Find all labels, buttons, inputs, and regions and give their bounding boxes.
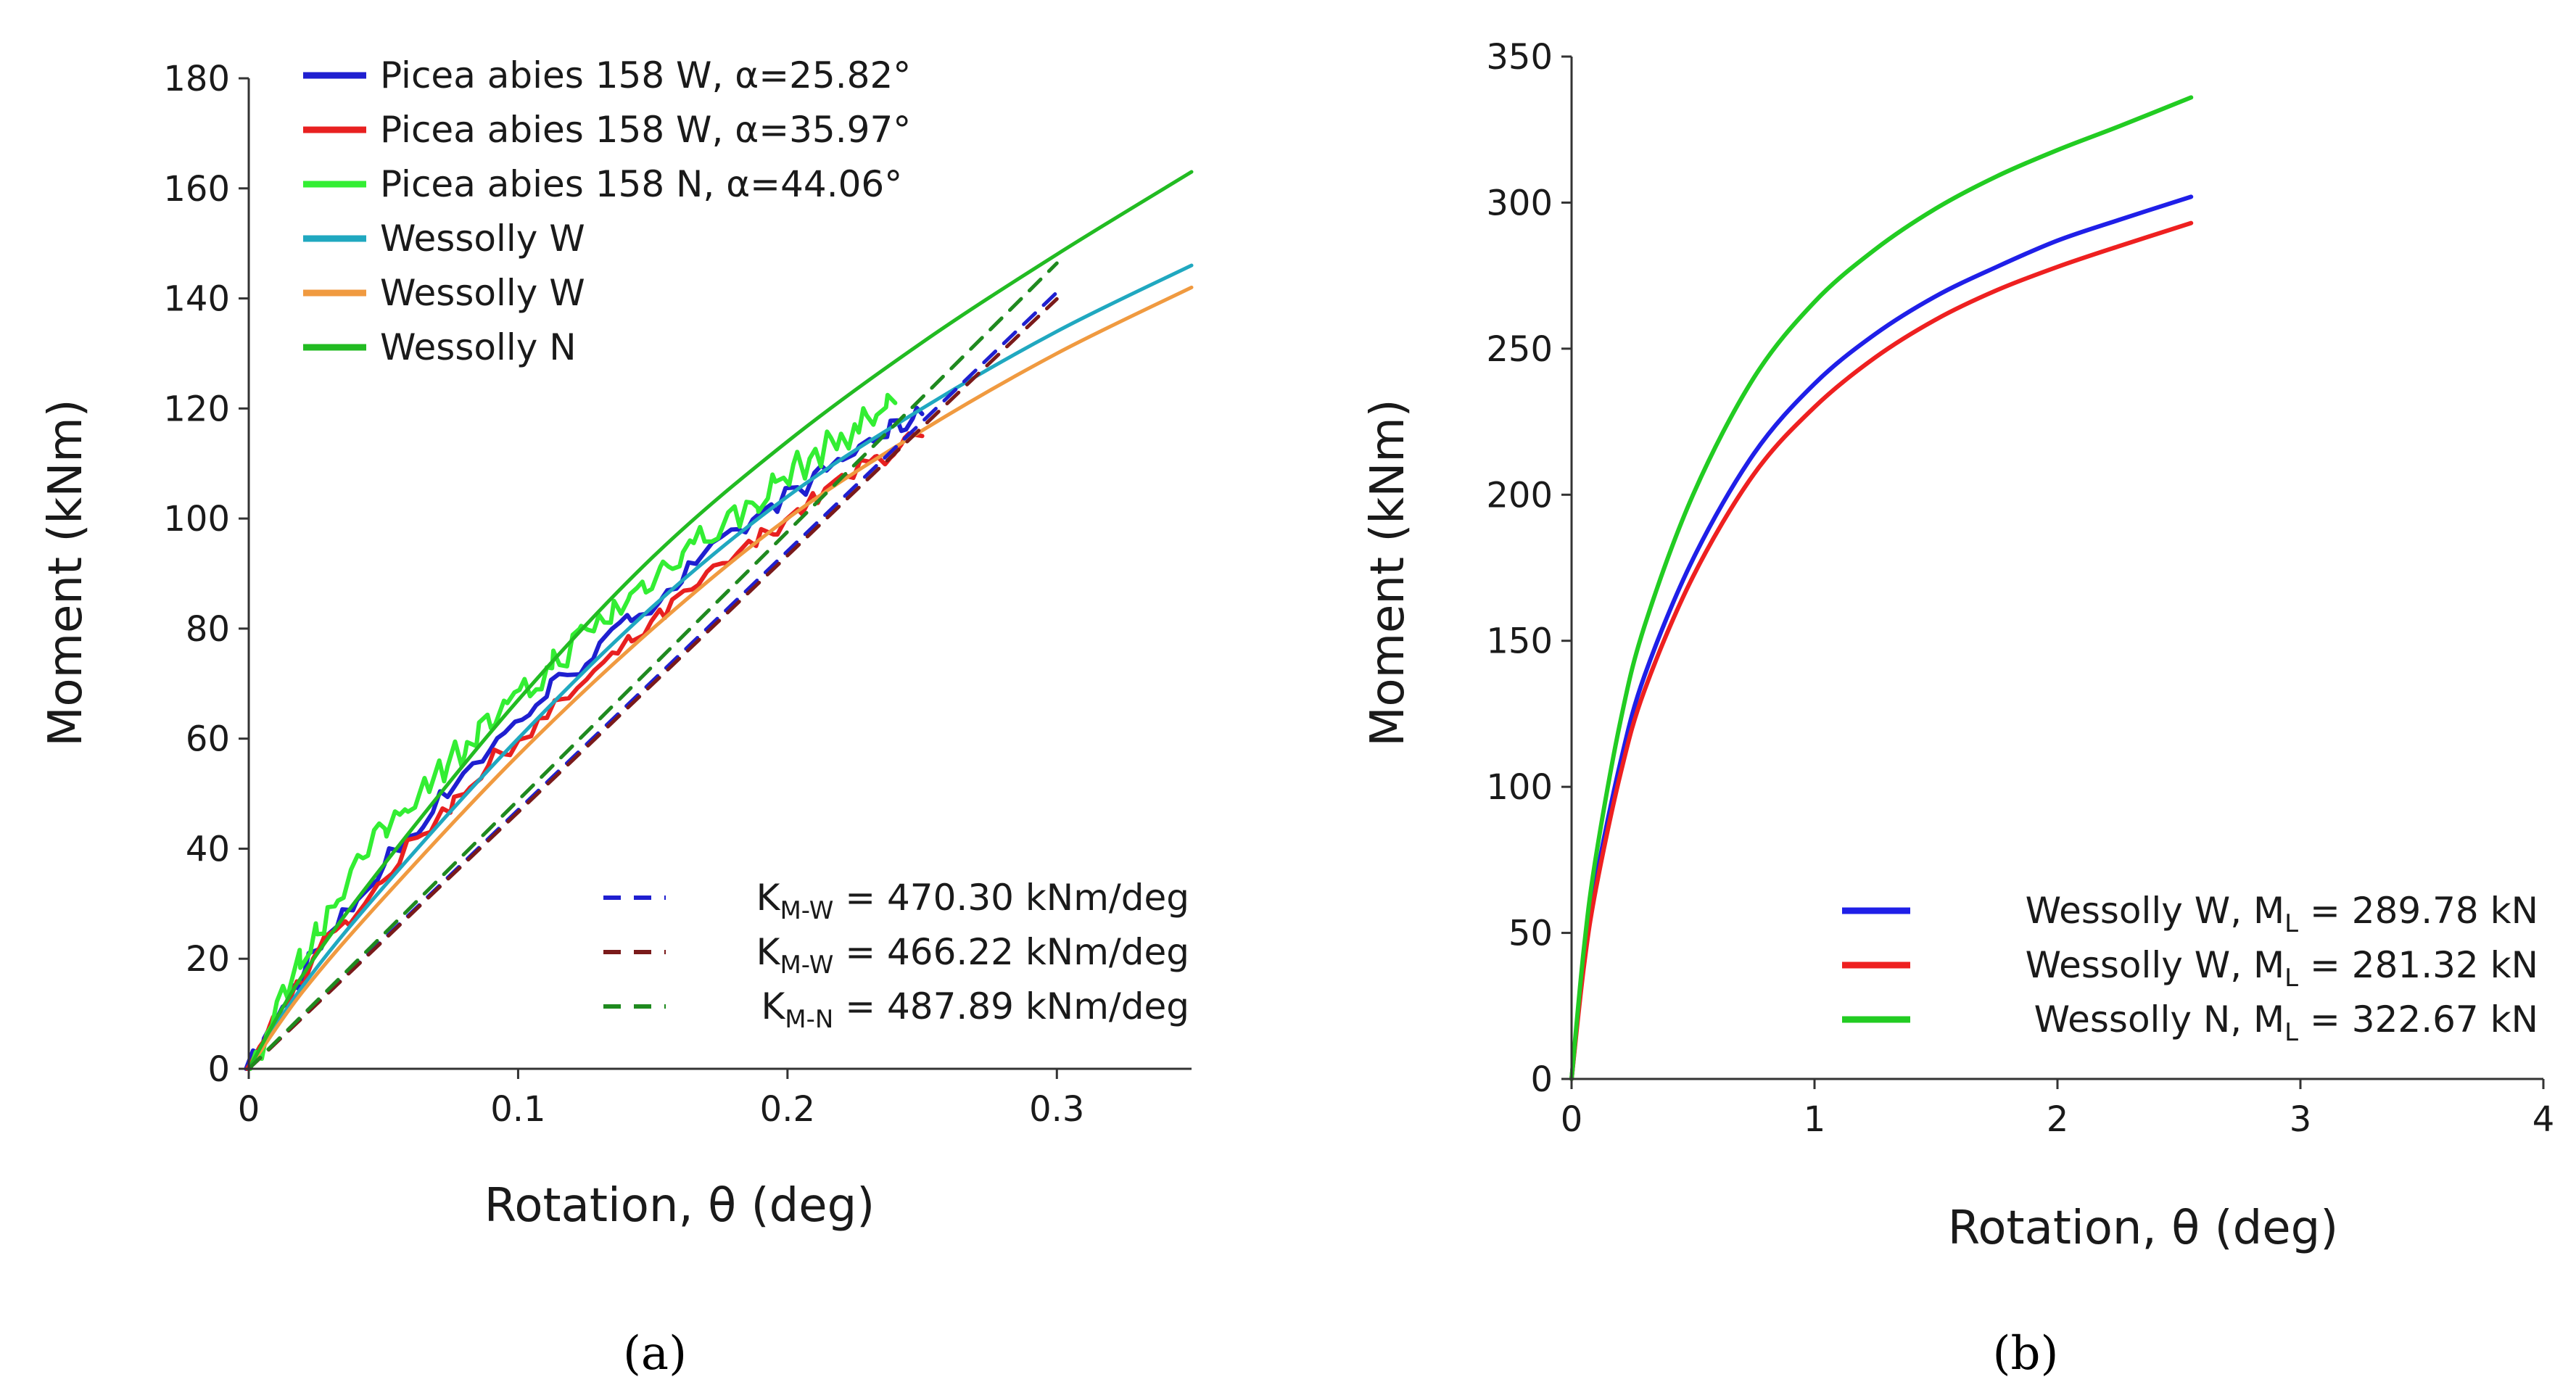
panel-label-b: (b) [1993, 1327, 2059, 1381]
x-tick-label: 0 [1561, 1099, 1583, 1140]
series-line [244, 431, 925, 1071]
legend-entry: Wessolly N, ML = 322.67 kN [2034, 998, 2538, 1047]
y-tick-label: 160 [163, 169, 230, 210]
x-tick-label: 1 [1804, 1099, 1826, 1140]
legend-entry: KM-N = 487.89 kNm/deg [761, 985, 1189, 1034]
legend-entry: Wessolly W [380, 218, 585, 260]
chart-b: 0 50 100 150 200 250 300 350 0 1 2 3 4 Rotation, θ (… [1361, 37, 2554, 1381]
chart-b-series [1569, 95, 2194, 1081]
series-line [247, 263, 1194, 1071]
y-tick-label: 40 [186, 829, 230, 869]
series-line [247, 170, 1194, 1071]
x-tick-label: 2 [2047, 1099, 2069, 1140]
chart-a-series [244, 170, 1194, 1071]
chart-b-ticks: 0 50 100 150 200 250 300 350 0 1 2 3 4 [1486, 37, 2554, 1140]
x-tick-label: 4 [2532, 1099, 2555, 1140]
chart-a-legend-top: Picea abies 158 W, α=25.82° Picea abies 1… [303, 54, 911, 368]
y-tick-label: 100 [1486, 767, 1553, 808]
series-line [248, 392, 898, 1071]
y-tick-label: 300 [1486, 183, 1553, 223]
x-tick-label: 0 [238, 1089, 260, 1130]
chart-a-ticks: 0 20 40 60 80 100 120 140 160 180 0 0.1 0.2 0.3 [163, 59, 1084, 1130]
legend-entry: Picea abies 158 W, α=25.82° [380, 54, 911, 96]
y-tick-label: 80 [186, 609, 230, 650]
chart-b-xlabel: Rotation, θ (deg) [1948, 1201, 2338, 1255]
y-tick-label: 250 [1486, 329, 1553, 370]
series-line [247, 285, 1194, 1071]
y-tick-label: 0 [207, 1049, 230, 1090]
y-tick-label: 120 [163, 389, 230, 429]
y-tick-label: 140 [163, 279, 230, 320]
panel-label-a: (a) [623, 1327, 687, 1381]
legend-entry: Picea abies 158 W, α=35.97° [380, 109, 911, 151]
series-line [1569, 220, 2194, 1081]
series-line [1569, 95, 2194, 1081]
x-tick-label: 0.2 [760, 1089, 815, 1130]
legend-entry: KM-W = 470.30 kNm/deg [756, 877, 1189, 925]
chart-b-ylabel: Moment (kNm) [1361, 399, 1415, 746]
x-tick-label: 0.1 [490, 1089, 545, 1130]
y-tick-label: 0 [1530, 1059, 1553, 1100]
x-tick-label: 3 [2290, 1099, 2312, 1140]
y-tick-label: 180 [163, 59, 230, 99]
y-tick-label: 150 [1486, 621, 1553, 662]
chart-a-legend-bottom: KM-W = 470.30 kNm/deg KM-W = 466.22 kNm/d… [603, 877, 1189, 1034]
y-tick-label: 60 [186, 719, 230, 760]
chart-a: 0 20 40 60 80 100 120 140 160 180 0 0.1 0.2 0.3 Rotat… [39, 54, 1194, 1381]
series-line [247, 290, 1059, 1071]
legend-entry: Picea abies 158 N, α=44.06° [380, 163, 902, 205]
legend-entry: Wessolly W, ML = 281.32 kN [2026, 944, 2538, 993]
chart-b-legend: Wessolly W, ML = 289.78 kN Wessolly W, ML… [1842, 890, 2538, 1047]
chart-a-ylabel: Moment (kNm) [39, 399, 93, 746]
y-tick-label: 200 [1486, 475, 1553, 516]
y-tick-label: 50 [1508, 914, 1553, 954]
y-tick-label: 350 [1486, 37, 1553, 78]
legend-entry: Wessolly W, ML = 289.78 kN [2026, 890, 2538, 938]
chart-a-xlabel: Rotation, θ (deg) [484, 1179, 875, 1233]
y-tick-label: 20 [186, 939, 230, 980]
x-tick-label: 0.3 [1029, 1089, 1084, 1130]
y-tick-label: 100 [163, 499, 230, 539]
legend-entry: Wessolly N [380, 326, 577, 368]
legend-entry: Wessolly W [380, 272, 585, 314]
series-line [247, 261, 1059, 1071]
series-line [247, 297, 1059, 1071]
legend-entry: KM-W = 466.22 kNm/deg [756, 931, 1189, 980]
